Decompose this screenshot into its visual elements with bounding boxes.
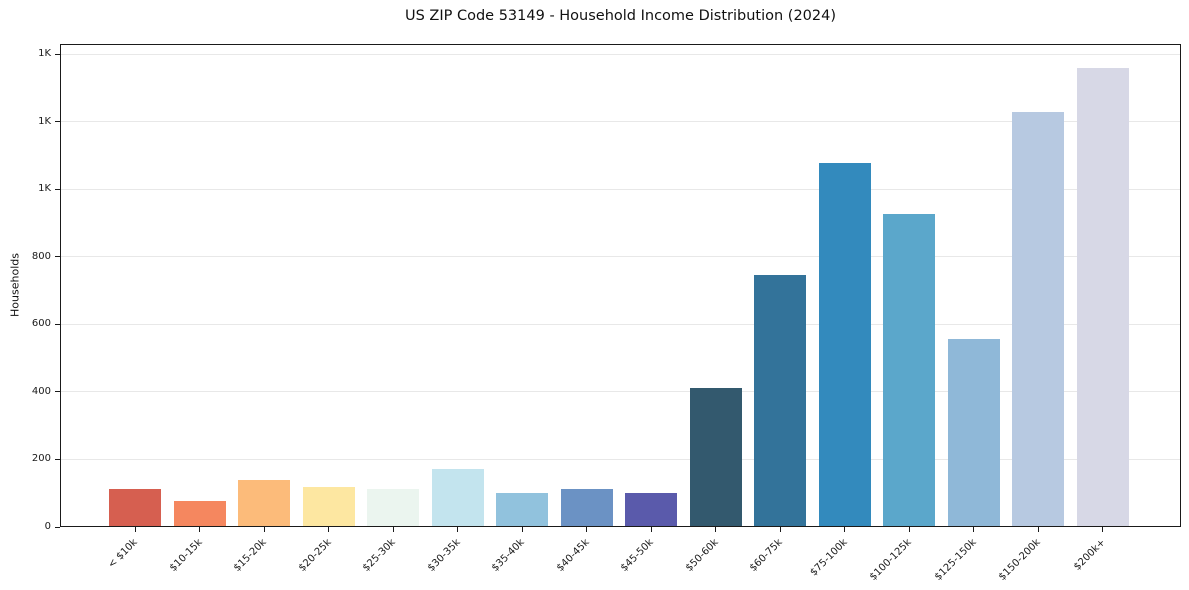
y-tick-label: 1K (38, 183, 51, 195)
x-tick-mark (973, 527, 975, 532)
x-tick-mark (392, 527, 394, 532)
x-tick-label: $30-35k (425, 537, 463, 574)
y-tick-label: 1K (38, 48, 51, 60)
bar-$20-25k (302, 487, 355, 527)
gridline (60, 323, 1181, 325)
y-tick-mark (55, 458, 60, 460)
x-tick-label: $35-40k (490, 537, 528, 574)
x-tick-label: $10-15k (167, 537, 205, 574)
x-tick-mark (779, 527, 781, 532)
x-tick-label: $150-200k (997, 537, 1044, 583)
x-tick-label: $60-75k (748, 537, 786, 574)
y-tick-mark (55, 53, 60, 55)
y-tick-label: 200 (31, 453, 51, 465)
x-tick-label: $200k+ (1071, 537, 1108, 573)
x-tick-label: < $10k (106, 537, 141, 571)
x-tick-mark (908, 527, 910, 532)
y-tick-label: 0 (44, 521, 51, 532)
bar-$15-20k (238, 479, 291, 527)
bar-$150-200k (1012, 111, 1065, 527)
x-tick-mark (1037, 527, 1039, 532)
x-tick-mark (328, 527, 330, 532)
bar-$125-150k (947, 338, 1000, 527)
chart-title: US ZIP Code 53149 - Household Income Dis… (404, 8, 837, 24)
y-tick-mark (55, 391, 60, 393)
gridline (60, 121, 1181, 123)
x-tick-mark (586, 527, 588, 532)
y-tick-mark (55, 256, 60, 258)
bar-$30-35k (431, 468, 484, 527)
x-tick-label: $100-125k (868, 537, 915, 583)
bar-$10-15k (173, 500, 226, 527)
y-tick-label: 600 (31, 318, 51, 330)
x-tick-mark (715, 527, 717, 532)
gridline (60, 188, 1181, 190)
bar-$60-75k (754, 275, 807, 527)
x-tick-mark (1102, 527, 1104, 532)
y-tick-mark (55, 323, 60, 325)
x-tick-mark (844, 527, 846, 532)
y-tick-label: 800 (31, 250, 51, 262)
bar-$200k+ (1076, 67, 1129, 527)
bar-$75-100k (818, 162, 871, 527)
bar-< $10k (109, 488, 162, 527)
x-tick-mark (199, 527, 201, 532)
x-tick-mark (263, 527, 265, 532)
y-tick-mark (55, 188, 60, 190)
x-tick-mark (521, 527, 523, 532)
x-tick-label: $25-30k (361, 537, 399, 574)
y-tick-label: 1K (38, 115, 51, 127)
gridline (60, 458, 1181, 460)
y-tick-mark (55, 526, 60, 528)
bar-$35-40k (496, 492, 549, 527)
x-tick-label: $40-45k (554, 537, 592, 574)
x-tick-mark (650, 527, 652, 532)
bar-$45-50k (625, 492, 678, 527)
x-tick-label: $75-100k (808, 537, 850, 579)
x-tick-mark (457, 527, 459, 532)
gridline (60, 53, 1181, 55)
bar-$100-125k (883, 213, 936, 527)
gridline (60, 256, 1181, 258)
x-tick-label: $125-150k (932, 537, 979, 583)
x-tick-label: $50-60k (683, 537, 721, 574)
x-tick-label: $45-50k (619, 537, 657, 574)
bar-$25-30k (367, 488, 420, 527)
x-tick-label: $20-25k (296, 537, 334, 574)
y-tick-mark (55, 121, 60, 123)
plot-area (60, 44, 1181, 527)
x-tick-mark (134, 527, 136, 532)
x-tick-label: $15-20k (232, 537, 270, 574)
y-tick-label: 400 (31, 385, 51, 397)
bar-$50-60k (689, 388, 742, 527)
gridline (60, 391, 1181, 393)
bar-$40-45k (560, 488, 613, 527)
